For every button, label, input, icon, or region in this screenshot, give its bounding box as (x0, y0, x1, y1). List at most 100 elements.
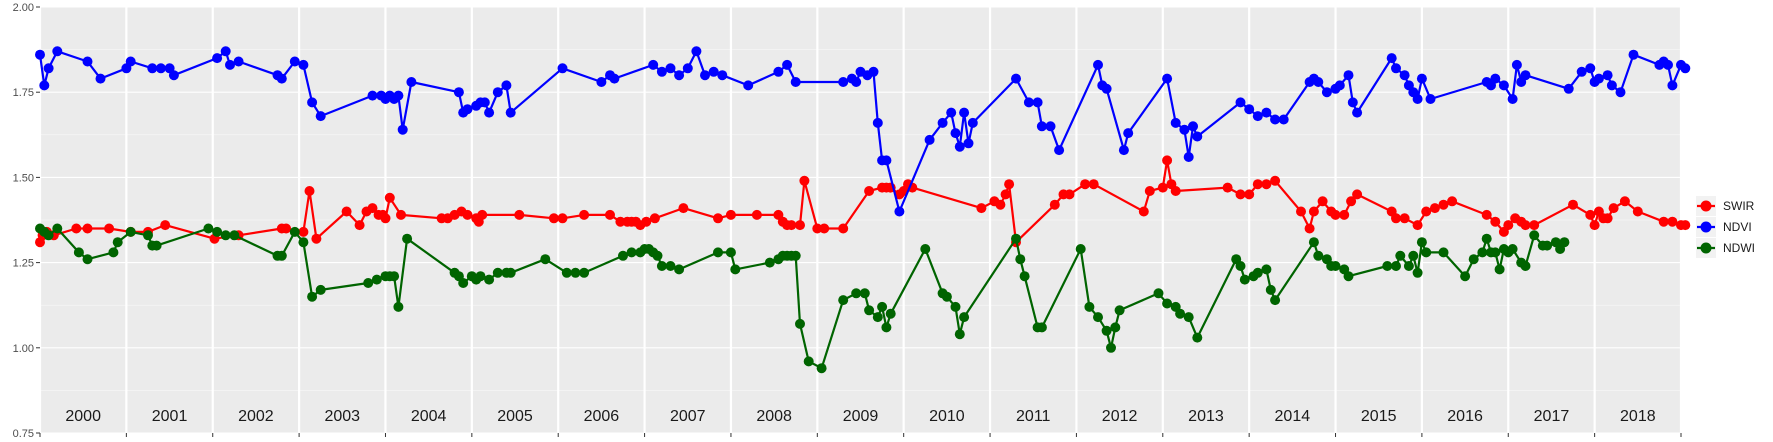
data-point-swir (1429, 203, 1440, 214)
data-point-ndvi (782, 59, 793, 70)
data-point-ndvi (648, 59, 659, 70)
data-point-swir (1317, 196, 1328, 207)
data-point-swir (1144, 186, 1155, 196)
data-point-swir (396, 209, 406, 220)
data-point-ndvi (82, 56, 93, 67)
data-point-ndvi (367, 90, 378, 101)
data-point-ndwi (579, 267, 590, 278)
data-point-swir (514, 209, 525, 220)
data-point-ndvi (1563, 83, 1574, 94)
data-point-ndwi (881, 322, 892, 333)
legend-label-swir: SWIR (1723, 199, 1755, 213)
data-point-swir (1170, 186, 1181, 196)
data-point-ndvi (1045, 121, 1056, 132)
data-point-ndvi (665, 63, 676, 74)
data-point-ndvi (276, 73, 287, 84)
data-point-ndwi (920, 244, 931, 254)
data-point-ndwi (1520, 261, 1531, 271)
data-point-ndwi (289, 226, 300, 237)
data-point-swir (1447, 196, 1458, 207)
data-point-ndvi (1416, 73, 1427, 84)
data-point-ndvi (838, 77, 849, 87)
data-point-ndwi (1084, 301, 1095, 312)
data-point-ndvi (1313, 77, 1324, 87)
data-point-ndvi (397, 124, 408, 135)
data-point-ndwi (864, 305, 875, 316)
data-point-ndvi (492, 87, 503, 98)
data-point-ndvi (289, 56, 300, 67)
legend-marker-ndwi (1700, 242, 1712, 254)
data-point-ndvi (1334, 80, 1345, 91)
data-point-swir (641, 216, 652, 227)
data-point-swir (976, 203, 987, 214)
data-point-ndwi (1529, 230, 1540, 241)
data-point-ndwi (220, 230, 231, 241)
data-point-ndvi (868, 66, 879, 77)
data-point-ndvi (1352, 107, 1363, 118)
data-point-swir (1680, 220, 1691, 231)
y-tick-label: 1.50 (13, 172, 34, 184)
data-point-ndwi (212, 226, 223, 237)
data-point-ndwi (803, 356, 814, 367)
series-layer (35, 46, 1691, 374)
data-point-ndwi (656, 261, 667, 271)
data-point-ndvi (1170, 117, 1181, 128)
data-point-ndvi (1123, 128, 1134, 139)
data-point-ndwi (402, 233, 413, 244)
data-point-ndvi (1261, 107, 1272, 118)
data-point-ndwi (298, 237, 309, 248)
data-point-ndvi (168, 70, 179, 81)
data-point-ndwi (713, 247, 723, 258)
data-point-ndwi (941, 291, 952, 302)
data-point-ndwi (1093, 312, 1103, 323)
data-point-ndvi (1011, 73, 1021, 84)
data-point-ndwi (1019, 271, 1030, 282)
data-point-ndwi (652, 250, 663, 261)
data-point-ndvi (39, 80, 50, 91)
data-point-ndvi (1101, 83, 1112, 94)
data-point-ndwi (143, 230, 153, 241)
data-point-ndwi (1468, 254, 1479, 265)
data-point-swir (1490, 216, 1501, 227)
year-label: 2007 (670, 408, 706, 425)
data-point-ndwi (1490, 247, 1501, 258)
data-point-ndwi (1416, 237, 1427, 248)
series-ndvi (35, 46, 1691, 217)
data-point-ndvi (656, 66, 667, 77)
data-point-ndvi (691, 46, 702, 57)
data-point-ndvi (484, 107, 495, 118)
data-point-ndvi (147, 63, 158, 74)
year-label: 2009 (843, 408, 879, 425)
data-point-ndvi (453, 87, 464, 98)
data-point-swir (160, 220, 171, 231)
data-point-ndvi (1606, 80, 1617, 91)
legend-label-ndwi: NDWI (1723, 241, 1755, 255)
data-point-swir (384, 192, 395, 203)
data-point-ndwi (1239, 274, 1250, 285)
data-point-ndvi (1252, 111, 1263, 122)
data-point-ndwi (1477, 247, 1488, 258)
data-point-swir (462, 209, 473, 220)
data-point-swir (838, 223, 849, 234)
data-point-ndvi (1054, 145, 1065, 156)
data-point-ndwi (1460, 271, 1471, 282)
y-tick-label: 1.25 (13, 258, 34, 270)
year-label: 2017 (1534, 408, 1570, 425)
data-point-ndwi (1395, 250, 1406, 261)
data-point-ndvi (1179, 124, 1190, 135)
y-tick-label: 0.75 (13, 428, 34, 440)
data-point-ndvi (1343, 70, 1354, 81)
data-point-swir (1157, 182, 1168, 193)
data-point-ndwi (475, 271, 486, 282)
data-point-ndvi (682, 63, 693, 74)
data-point-swir (725, 209, 736, 220)
year-label: 2008 (756, 408, 792, 425)
data-point-ndwi (674, 264, 685, 275)
data-point-ndwi (851, 288, 862, 299)
data-point-swir (1568, 199, 1578, 210)
data-point-swir (1270, 175, 1281, 186)
data-point-ndvi (1270, 114, 1281, 125)
data-point-swir (1602, 213, 1613, 224)
data-point-ndwi (505, 267, 516, 278)
data-point-ndwi (1507, 244, 1518, 254)
